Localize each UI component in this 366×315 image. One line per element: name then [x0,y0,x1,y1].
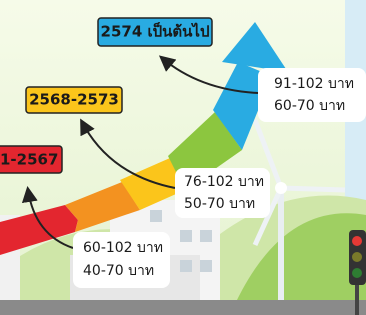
price: 91-102 บาท [274,76,354,92]
price: 60-70 บาท [274,98,345,114]
price: 76-102 บาท [184,174,264,190]
period-tag: 1-2567 [0,151,58,169]
page: 1-2567 2568-2573 2574 เป็นต้นไป 60-102 บ… [0,0,366,315]
price: 60-102 บาท [83,240,163,256]
period-tag: 2574 เป็นต้นไป [101,22,210,41]
price: 40-70 บาท [83,263,154,279]
period-tag: 2568-2573 [29,91,119,109]
price: 50-70 บาท [184,196,255,212]
infographic: 1-2567 2568-2573 2574 เป็นต้นไป 60-102 บ… [0,0,366,315]
